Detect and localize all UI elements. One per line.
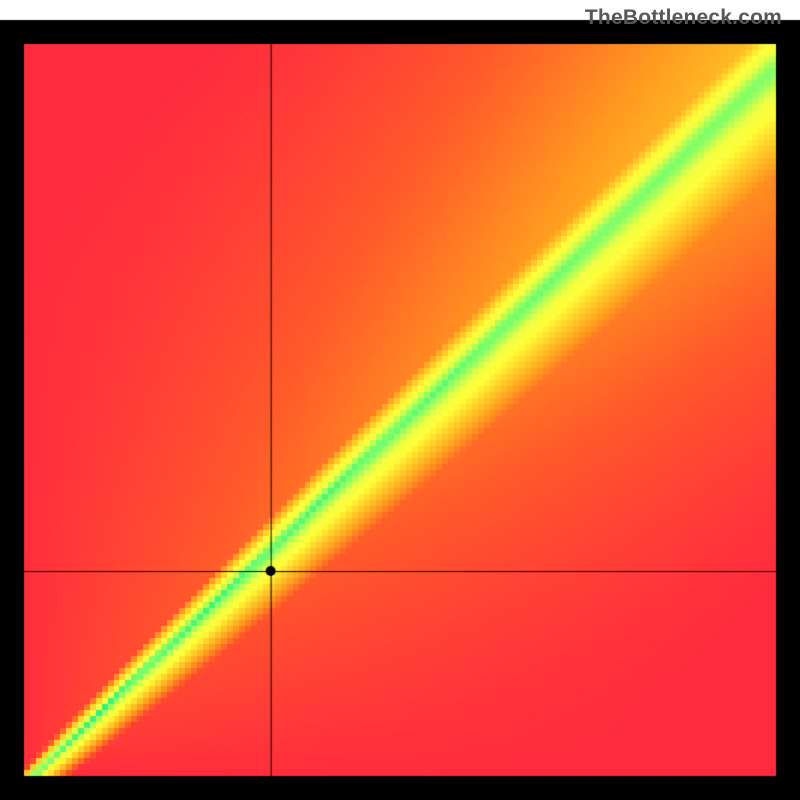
watermark-label: TheBottleneck.com xyxy=(585,6,782,30)
chart-container: TheBottleneck.com xyxy=(0,0,800,800)
bottleneck-heatmap-canvas xyxy=(0,0,800,800)
